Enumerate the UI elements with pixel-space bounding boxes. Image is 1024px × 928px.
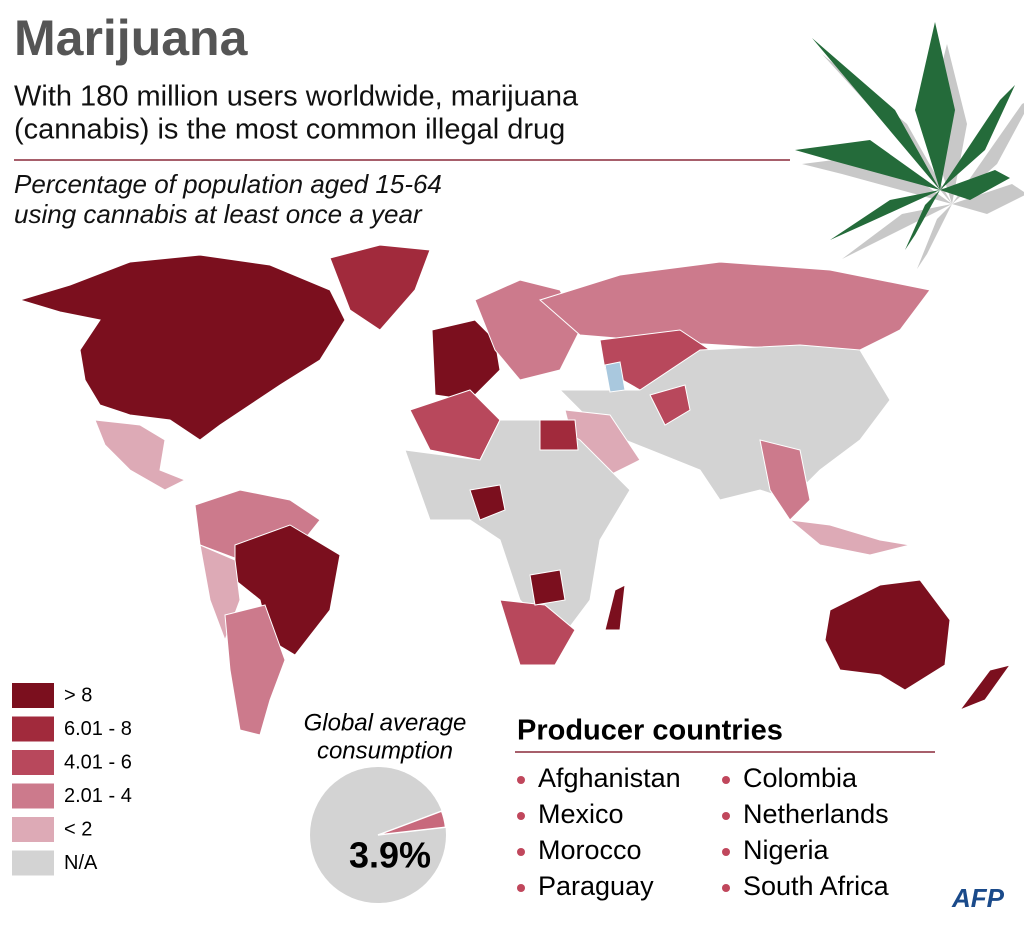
producer-country: Nigeria [743, 835, 830, 865]
legend-swatch [12, 750, 54, 775]
asia [558, 344, 891, 501]
legend-swatch [12, 716, 54, 742]
caspian [604, 361, 626, 393]
south-america-south [224, 604, 286, 736]
cannabis-leaf [795, 22, 1024, 269]
legend-swatch [12, 850, 54, 876]
legend-label: < 2 [64, 818, 92, 840]
legend: > 8 6.01 - 8 4.01 - 6 2.01 - 4 < 2 N/A [12, 683, 132, 876]
mexico [94, 419, 187, 491]
pie-chart: Global average consumption 3.9% [304, 709, 467, 903]
brazil [234, 524, 341, 656]
bullet [517, 848, 525, 856]
producer-country: Morocco [538, 835, 642, 865]
southeast-asia [759, 439, 811, 521]
producers-title: Producer countries [517, 715, 783, 747]
pie-title: Global average [304, 709, 467, 736]
bullet [722, 884, 730, 892]
nigeria [469, 484, 506, 521]
bullet [722, 776, 730, 784]
legend-label: 6.01 - 8 [64, 718, 132, 740]
legend-label: 2.01 - 4 [64, 785, 132, 807]
bullet [722, 812, 730, 820]
producer-country: Mexico [538, 799, 624, 829]
australia [824, 579, 951, 691]
pie-value-label: 3.9% [349, 835, 431, 876]
north-america [18, 254, 346, 441]
legend-swatch [12, 817, 54, 842]
producer-country: Colombia [743, 763, 858, 793]
bullet [517, 884, 525, 892]
producer-country: Netherlands [743, 799, 889, 829]
producer-country: South Africa [743, 871, 890, 901]
world-map [18, 244, 1012, 736]
producer-country: Afghanistan [538, 763, 681, 793]
producer-country: Paraguay [538, 871, 654, 901]
zambia [529, 569, 566, 606]
western-europe [431, 319, 501, 401]
legend-label: > 8 [64, 684, 92, 706]
greenland [329, 244, 431, 331]
new-zealand [958, 664, 1012, 712]
producers: Producer countries Afghanistan Mexico Moro… [515, 715, 935, 901]
note: using cannabis at least once a year [14, 199, 423, 229]
title: Marijuana [14, 10, 249, 66]
indonesia [788, 519, 911, 556]
afghanistan [649, 384, 691, 426]
subtitle: (cannabis) is the most common illegal dr… [14, 114, 565, 146]
subtitle: With 180 million users worldwide, mariju… [14, 81, 579, 113]
legend-label: N/A [64, 852, 98, 874]
bullet [722, 848, 730, 856]
bullet [517, 812, 525, 820]
bullet [517, 776, 525, 784]
egypt [539, 419, 579, 451]
madagascar [604, 584, 626, 631]
africa [404, 419, 631, 641]
legend-swatch [12, 683, 54, 708]
credit: AFP [951, 883, 1005, 913]
legend-label: 4.01 - 6 [64, 751, 132, 773]
legend-swatch [12, 783, 54, 809]
pie-slice [377, 810, 447, 836]
pie-title: consumption [317, 737, 453, 764]
russia [538, 261, 931, 351]
note: Percentage of population aged 15-64 [14, 169, 442, 199]
